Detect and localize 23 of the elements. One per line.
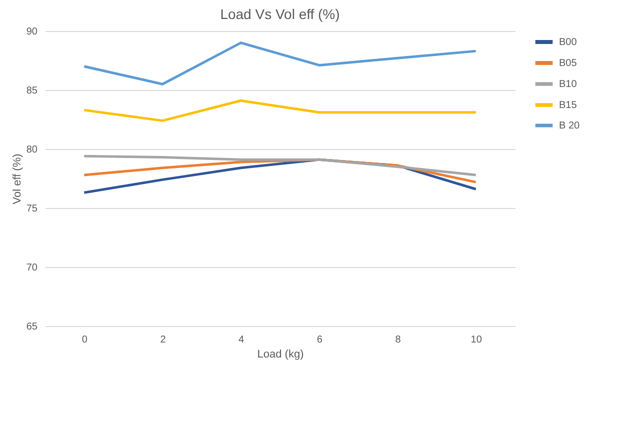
- legend-label: B 20: [559, 120, 580, 132]
- legend-label: B05: [559, 58, 578, 69]
- x-tick-label: 8: [395, 334, 402, 346]
- y-tick-label: 85: [26, 86, 38, 96]
- x-tick-label: 6: [316, 334, 323, 346]
- y-tick-label: 75: [26, 204, 38, 214]
- x-tick-label: 0: [82, 334, 88, 346]
- line-series: [82, 42, 478, 86]
- line-series: [82, 154, 478, 176]
- x-axis-title: Load (kg): [257, 348, 304, 360]
- legend-label: B10: [559, 79, 578, 90]
- y-tick-label: 90: [26, 26, 38, 38]
- y-tick-label: 65: [26, 322, 38, 332]
- x-tick-label: 2: [160, 334, 166, 346]
- chart-title: Load Vs Vol eff (%): [220, 6, 340, 22]
- x-tick-label: 4: [238, 334, 245, 346]
- y-tick-label: 70: [26, 262, 38, 274]
- y-axis-title: Vol eff (%): [11, 154, 24, 204]
- y-tick-label: 80: [26, 144, 38, 156]
- line-series: [82, 99, 478, 122]
- legend-label: B00: [559, 37, 578, 48]
- legend-label: B15: [559, 100, 578, 111]
- x-tick-label: 10: [470, 334, 482, 346]
